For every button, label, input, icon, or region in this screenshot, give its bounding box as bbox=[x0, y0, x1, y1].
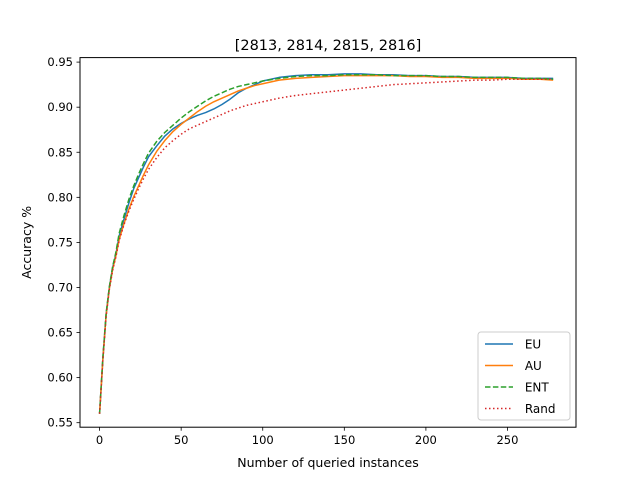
y-tick-label: 0.90 bbox=[47, 100, 73, 114]
series-layer bbox=[98, 73, 554, 414]
y-tick-label: 0.95 bbox=[47, 55, 73, 69]
x-tick-label: 0 bbox=[96, 433, 103, 447]
y-tick-label: 0.60 bbox=[47, 371, 73, 385]
chart-title: [2813, 2814, 2815, 2816] bbox=[235, 38, 422, 54]
x-tick-label: 150 bbox=[333, 433, 355, 447]
legend: EU AU ENT Rand bbox=[477, 331, 571, 421]
legend-frame bbox=[477, 331, 571, 421]
y-axis-label: Accuracy % bbox=[19, 206, 34, 279]
y-tick-label: 0.80 bbox=[47, 190, 73, 204]
legend-label-eu: EU bbox=[521, 338, 541, 352]
legend-label-ent: ENT bbox=[521, 381, 549, 395]
x-tick-label: 250 bbox=[496, 433, 518, 447]
x-tick-label: 50 bbox=[174, 433, 189, 447]
y-axis-ticks: 0.55 0.60 0.65 0.70 0.75 0.80 0.85 0.90 0.95 bbox=[47, 55, 80, 430]
series-line-ent bbox=[98, 73, 554, 414]
x-axis-ticks: 0 50 100 150 200 250 bbox=[96, 427, 518, 447]
y-tick-label: 0.70 bbox=[47, 280, 73, 294]
legend-entries: EU AU ENT Rand bbox=[485, 338, 555, 416]
legend-label-au: AU bbox=[521, 359, 542, 373]
y-tick-label: 0.75 bbox=[47, 235, 73, 249]
y-tick-label: 0.55 bbox=[47, 416, 73, 430]
x-tick-label: 200 bbox=[415, 433, 437, 447]
legend-label-rand: Rand bbox=[521, 402, 555, 416]
x-axis-label: Number of queried instances bbox=[237, 455, 418, 470]
series-line-rand bbox=[98, 78, 554, 414]
y-tick-label: 0.65 bbox=[47, 326, 73, 340]
x-tick-label: 100 bbox=[252, 433, 274, 447]
y-tick-label: 0.85 bbox=[47, 145, 73, 159]
